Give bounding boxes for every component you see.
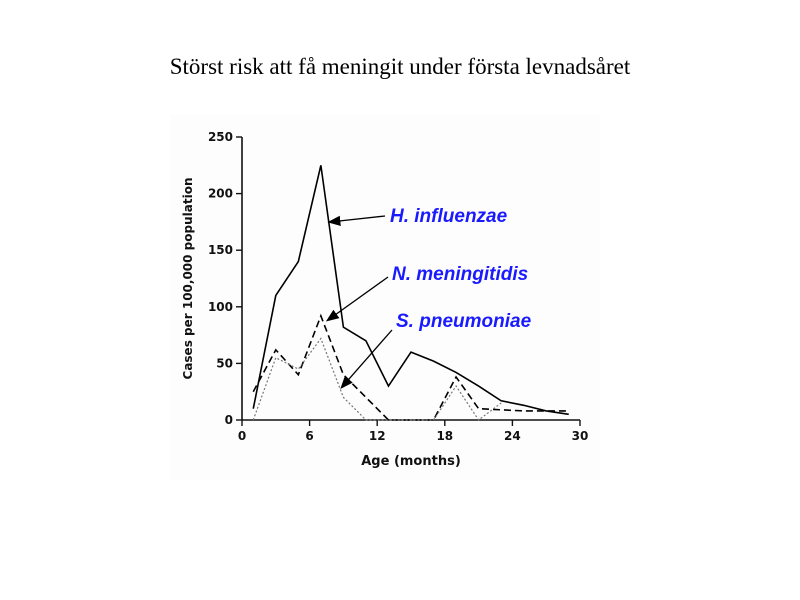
y-tick-label: 0 [225,413,233,427]
x-tick-label: 18 [436,429,453,443]
x-tick-label: 30 [572,429,589,443]
chart-ticks: 0 50 100 150 200 250 0 6 12 18 24 30 [208,130,588,443]
chart-series-labels: H. influenzae N. meningitidis S. pneumonia… [325,206,532,389]
series-line-1 [252,313,569,421]
line-chart: 0 50 100 150 200 250 0 6 12 18 24 30 H. influenzae N… [181,130,588,469]
series-pointer-arrow [325,276,389,322]
y-tick-label: 150 [208,243,233,257]
series-pointer-arrow [327,215,386,227]
slide-title: Störst risk att få meningit under första… [169,54,631,79]
series-label-1: N. meningitidis [392,264,528,285]
x-tick-label: 24 [504,429,521,443]
series-pointer-arrow [340,329,393,389]
y-tick-label: 250 [208,130,233,144]
x-tick-label: 0 [238,429,246,443]
series-label-2: S. pneumoniae [396,311,532,332]
x-axis-label: Age (months) [361,454,461,469]
y-axis-label: Cases per 100,000 population [181,178,195,380]
series-line-0 [252,165,569,416]
y-tick-label: 200 [208,187,233,201]
series-label-0: H. influenzae [390,206,508,227]
x-tick-label: 12 [369,429,386,443]
y-tick-label: 100 [208,300,233,314]
y-tick-label: 50 [216,356,233,370]
x-tick-label: 6 [305,429,313,443]
chart-series [252,165,569,421]
chart-container: 0 50 100 150 200 250 0 6 12 18 24 30 H. influenzae N… [170,115,600,480]
